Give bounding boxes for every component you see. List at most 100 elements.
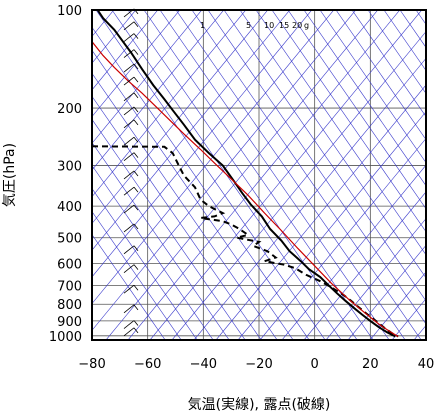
adiabat-line bbox=[95, 10, 326, 340]
adiabat-line bbox=[92, 72, 278, 340]
x-tick-label: −60 bbox=[134, 357, 161, 372]
adiabat-line bbox=[143, 10, 374, 340]
adiabat-line bbox=[127, 10, 358, 340]
x-tick-label: −20 bbox=[245, 357, 272, 372]
plot-frame bbox=[91, 9, 427, 341]
dewpoint-line bbox=[92, 145, 399, 338]
skewed-isotherm bbox=[303, 191, 426, 340]
adiabat-line bbox=[92, 26, 310, 340]
wind-barb bbox=[123, 106, 139, 116]
adiabat-line bbox=[351, 10, 426, 118]
wind-barb bbox=[123, 21, 139, 31]
skewed-isotherm bbox=[92, 10, 159, 91]
wind-barb bbox=[123, 264, 139, 273]
adiabat-line bbox=[111, 10, 342, 340]
wind-barb bbox=[123, 304, 139, 314]
wind-barb bbox=[123, 245, 139, 255]
data-lines bbox=[92, 10, 399, 338]
x-tick-label: 0 bbox=[311, 357, 319, 372]
adiabat-line bbox=[335, 10, 426, 141]
adiabat-line bbox=[92, 211, 182, 340]
skewed-isotherm bbox=[193, 57, 426, 340]
adiabat-line bbox=[92, 164, 214, 340]
adiabat-line bbox=[303, 10, 426, 187]
x-tick-label: 40 bbox=[418, 357, 435, 372]
adiabat-line bbox=[92, 49, 294, 340]
x-axis-label: 気温(実線), 露点(破線) bbox=[188, 397, 331, 412]
skewed-isotherm bbox=[92, 10, 357, 331]
wind-barb bbox=[123, 119, 139, 129]
adiabat-line bbox=[92, 95, 262, 340]
wind-barb bbox=[123, 152, 139, 161]
y-tick-label: 500 bbox=[57, 232, 82, 247]
adiabat-line bbox=[383, 10, 426, 72]
skewed-isotherm bbox=[92, 10, 247, 198]
adiabat-line bbox=[92, 118, 246, 340]
x-tick-label: −80 bbox=[78, 357, 105, 372]
skewed-isotherm bbox=[92, 10, 137, 64]
wind-barb bbox=[123, 92, 139, 102]
skewed-isotherm bbox=[347, 244, 426, 340]
y-tick-label: 300 bbox=[57, 159, 82, 174]
x-tick-label: −40 bbox=[190, 357, 217, 372]
skewed-isotherm bbox=[92, 10, 335, 305]
axis-ticks: −80 −60 −40 −20 0 20 40 100 200 300 400 500 600 700 80… bbox=[49, 4, 434, 372]
skewed-isotherm bbox=[92, 10, 291, 251]
mixing-ratio-label: g bbox=[304, 21, 309, 30]
adiabat-line bbox=[239, 10, 426, 279]
adiabat-line bbox=[271, 10, 426, 233]
adiabat-line bbox=[191, 10, 422, 340]
y-tick-label: 200 bbox=[57, 102, 82, 117]
y-tick-label: 600 bbox=[57, 258, 82, 273]
wind-barb bbox=[123, 136, 139, 146]
adiabat-line bbox=[319, 10, 426, 164]
skewed-isotherm bbox=[281, 164, 426, 340]
mixing-ratio-labels: 1 5 10 15 20 g bbox=[200, 21, 309, 30]
skewed-isotherm bbox=[369, 271, 426, 340]
skewed-isotherm bbox=[171, 31, 426, 340]
mixing-ratio-label: 20 bbox=[292, 21, 302, 30]
wind-barb-column bbox=[123, 8, 139, 337]
skewed-isotherm bbox=[92, 10, 225, 171]
adiabat-line bbox=[255, 10, 426, 256]
skewed-isotherm bbox=[92, 10, 269, 224]
wind-barb bbox=[123, 327, 139, 337]
skewed-isotherm bbox=[92, 10, 203, 144]
y-tick-label: 800 bbox=[57, 298, 82, 313]
wind-barb bbox=[123, 49, 139, 58]
adiabat-line bbox=[175, 10, 406, 340]
y-tick-label: 1000 bbox=[49, 330, 82, 345]
y-tick-label: 400 bbox=[57, 200, 82, 215]
adiabat-line bbox=[367, 10, 426, 95]
skewed-isotherm bbox=[259, 137, 426, 340]
skewed-isotherm bbox=[149, 10, 423, 340]
adiabat-line bbox=[159, 10, 390, 340]
skewed-isotherm bbox=[237, 111, 426, 340]
wind-barb bbox=[123, 170, 139, 180]
mixing-ratio-label: 1 bbox=[200, 21, 205, 30]
x-tick-label: 20 bbox=[362, 357, 379, 372]
adiabat-line bbox=[92, 234, 166, 340]
mixing-ratio-label: 5 bbox=[246, 21, 251, 30]
adiabat-line bbox=[92, 141, 230, 340]
adiabat-line bbox=[287, 10, 426, 210]
wind-barb bbox=[123, 223, 139, 233]
wind-barb bbox=[123, 63, 139, 73]
y-tick-label: 700 bbox=[57, 279, 82, 294]
skewed-isotherm bbox=[391, 298, 426, 340]
reference-lines bbox=[92, 10, 426, 340]
adiabat-line bbox=[223, 10, 426, 302]
skewed-isotherm bbox=[105, 10, 379, 340]
y-tick-label: 100 bbox=[57, 4, 82, 19]
mixing-ratio-label: 15 bbox=[279, 21, 289, 30]
wind-barb bbox=[123, 284, 139, 294]
mixing-ratio-label: 10 bbox=[264, 21, 274, 30]
skewed-isotherm bbox=[413, 324, 426, 340]
y-tick-label: 900 bbox=[57, 315, 82, 330]
skewed-isotherm bbox=[215, 84, 426, 340]
parcel-path-line bbox=[92, 41, 399, 338]
temperature-line bbox=[96, 10, 396, 338]
wind-barb bbox=[123, 33, 139, 42]
skewed-isotherm bbox=[92, 10, 181, 118]
